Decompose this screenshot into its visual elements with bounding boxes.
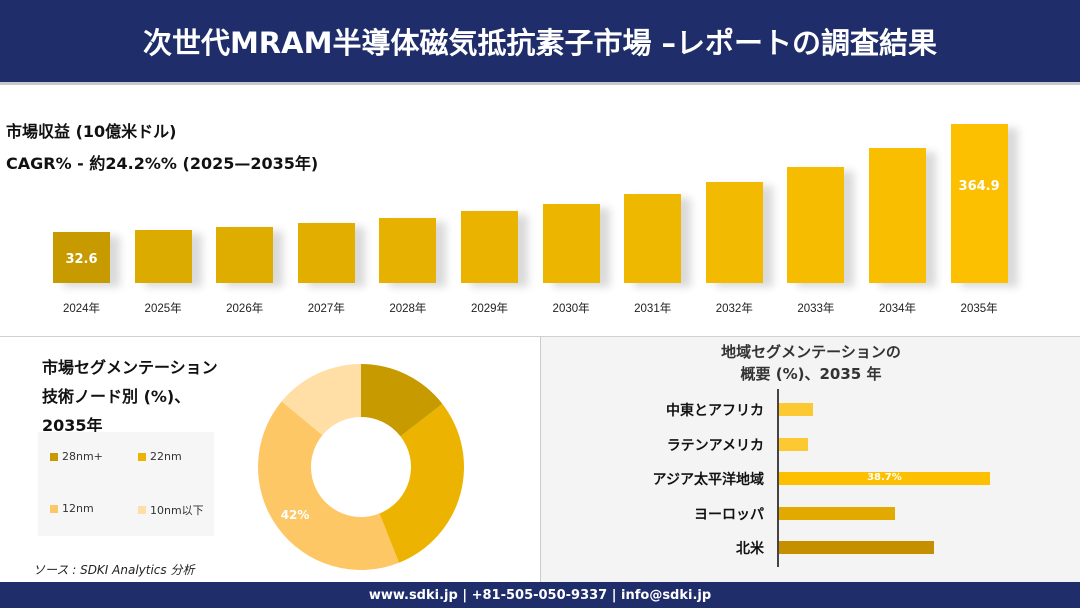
revenue-bar: [787, 166, 845, 283]
region-bar: [779, 472, 990, 485]
revenue-chart-title: 市場収益 (10億米ドル): [6, 122, 177, 141]
legend-swatch: [50, 504, 58, 513]
revenue-bar: [379, 217, 437, 283]
region-label: ヨーロッパ: [694, 506, 764, 523]
tech-node-panel: 市場セグメンテーション 技術ノード別 (%)、 2035年 28nm+ 22nm 1…: [0, 337, 540, 582]
year-label: 2035年: [960, 303, 998, 315]
segment-title-line: 市場セグメンテーション: [42, 358, 218, 377]
donut-chart: 42%: [258, 364, 465, 570]
legend-label: 10nm以下: [150, 504, 204, 517]
year-label: 2025年: [144, 303, 182, 315]
donut-legend: 28nm+ 22nm 12nm 10nm以下: [38, 432, 214, 536]
segment-title: 市場セグメンテーション 技術ノード別 (%)、 2035年: [42, 353, 218, 440]
donut-slice: [258, 401, 399, 570]
divider: [0, 336, 1080, 337]
revenue-bar: [134, 229, 192, 283]
legend-label: 12nm: [62, 502, 94, 515]
year-label: 2032年: [715, 303, 753, 315]
legend-label: 28nm+: [62, 450, 103, 463]
year-label: 2029年: [470, 303, 509, 315]
legend-item: 12nm: [50, 502, 94, 515]
revenue-bar: [216, 226, 274, 283]
footer: www.sdki.jp | +81-505-050-9337 | info@sd…: [0, 582, 1080, 608]
legend-item: 22nm: [138, 450, 182, 463]
region-label: 北米: [736, 541, 764, 557]
revenue-bar: [53, 232, 110, 283]
donut-value-label: 42%: [281, 508, 310, 522]
bar-value-label: 32.6: [65, 251, 98, 267]
legend-swatch: [138, 452, 146, 461]
year-label: 2031年: [634, 303, 672, 315]
revenue-bar: [297, 222, 355, 283]
region-label: 中東とアフリカ: [666, 403, 764, 419]
legend-swatch: [138, 506, 146, 514]
year-label: 2033年: [797, 303, 835, 315]
donut-slice: [361, 364, 443, 437]
region-value-label: 38.7%: [867, 472, 902, 483]
year-label: 2028年: [389, 303, 427, 315]
region-panel: 地域セグメンテーションの 概要 (%)、2035 年 中東とアフリカ ラテンアメリ…: [540, 337, 1080, 582]
region-bar: [779, 506, 896, 520]
revenue-bar: [624, 193, 682, 283]
legend-item: 28nm+: [50, 450, 103, 463]
year-label: 2030年: [552, 303, 590, 315]
region-axis: [777, 389, 779, 567]
donut-slice: [281, 364, 361, 436]
region-title-line: 地域セグメンテーションの: [721, 343, 901, 361]
donut-slice: [379, 403, 465, 563]
cagr-subtitle: CAGR% - 約24.2%% (2025—2035年): [6, 154, 319, 173]
bar-value-label: 364.9: [958, 179, 1000, 195]
segment-title-line: 2035年: [42, 416, 103, 435]
legend-swatch: [50, 452, 58, 461]
region-bar: [779, 437, 808, 451]
legend-item: 10nm以下: [138, 502, 204, 518]
segment-title-line: 技術ノード別 (%)、: [42, 387, 191, 406]
revenue-bar: [461, 211, 518, 283]
year-label: 2034年: [878, 303, 917, 315]
header-banner: 次世代MRAM半導体磁気抵抗素子市場 –レポートの調査結果: [0, 0, 1080, 85]
legend-label: 22nm: [150, 450, 182, 463]
region-label: アジア太平洋地域: [652, 472, 764, 488]
region-label: ラテンアメリカ: [666, 437, 764, 454]
revenue-bar: [542, 203, 600, 283]
revenue-bar-chart: 2024年 32.6 2025年 2026年 2027年 2028年 2029年 2030年 2…: [0, 100, 1080, 320]
region-title-line: 概要 (%)、2035 年: [740, 365, 882, 383]
source-note: ソース : SDKI Analytics 分析: [33, 563, 195, 577]
region-chart-title: 地域セグメンテーションの 概要 (%)、2035 年: [541, 341, 1080, 385]
region-bar: [779, 403, 813, 416]
footer-contact: www.sdki.jp | +81-505-050-9337 | info@sd…: [368, 587, 712, 603]
page-title: 次世代MRAM半導体磁気抵抗素子市場 –レポートの調査結果: [142, 26, 938, 60]
year-label: 2026年: [226, 303, 264, 315]
revenue-bar: [869, 148, 926, 283]
year-label: 2027年: [307, 303, 345, 315]
year-label: 2024年: [62, 303, 101, 315]
region-bar: [779, 541, 934, 554]
revenue-bar: [950, 124, 1008, 283]
revenue-bar: [705, 181, 763, 283]
